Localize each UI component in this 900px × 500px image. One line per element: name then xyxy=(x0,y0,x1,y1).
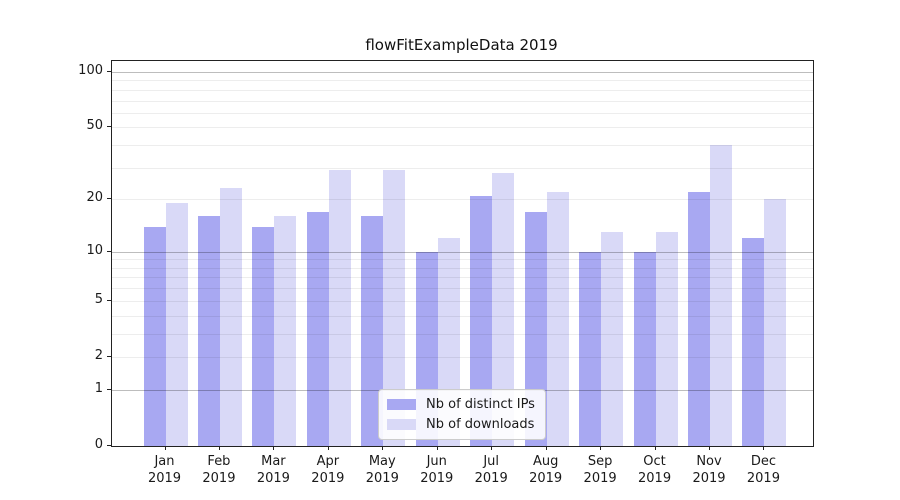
gridline-40 xyxy=(112,145,813,147)
x-tick-label-jul: Jul 2019 xyxy=(474,454,508,486)
y-tick-mark-100 xyxy=(107,71,111,72)
gridline-7 xyxy=(112,277,813,279)
y-tick-mark-50 xyxy=(107,126,111,128)
bar-oct-distinct-ips xyxy=(633,251,656,446)
y-tick-label-2: 2 xyxy=(94,347,103,363)
x-tick-label-sep: Sep 2019 xyxy=(583,454,617,486)
chart-title: flowFitExampleData 2019 xyxy=(365,36,558,54)
y-tick-label-20: 20 xyxy=(86,190,103,206)
y-tick-label-5: 5 xyxy=(94,291,103,307)
gridline-9 xyxy=(112,259,813,261)
x-tick-mark-jan xyxy=(164,446,166,450)
bar-oct-downloads xyxy=(655,232,678,446)
legend: Nb of distinct IPs Nb of downloads xyxy=(378,389,546,440)
y-tick-mark-0 xyxy=(107,445,111,446)
gridline-80 xyxy=(112,89,813,91)
x-tick-mark-oct xyxy=(654,446,656,450)
gridline-4 xyxy=(112,315,813,317)
bar-aug-distinct-ips xyxy=(524,211,547,446)
x-tick-mark-dec xyxy=(763,446,765,450)
x-tick-label-aug: Aug 2019 xyxy=(529,454,563,486)
bar-dec-downloads xyxy=(764,199,787,446)
gridline-5 xyxy=(112,300,813,302)
bar-mar-downloads xyxy=(274,216,297,446)
bar-may-downloads xyxy=(383,170,406,446)
x-tick-label-apr: Apr 2019 xyxy=(311,454,345,486)
legend-item-downloads: Nb of downloads xyxy=(387,417,535,432)
bar-jul-distinct-ips xyxy=(470,195,493,446)
bar-jan-distinct-ips xyxy=(143,226,166,446)
legend-swatch-distinct-ips xyxy=(387,399,416,410)
y-tick-mark-1 xyxy=(107,388,111,390)
bar-jan-downloads xyxy=(165,203,188,446)
y-tick-label-10: 10 xyxy=(86,242,103,258)
bar-sep-distinct-ips xyxy=(579,251,602,446)
gridline-90 xyxy=(112,80,813,82)
gridline-60 xyxy=(112,112,813,114)
y-tick-mark-10 xyxy=(107,250,111,252)
gridline-50 xyxy=(112,127,813,129)
plot-area: Nb of distinct IPs Nb of downloads xyxy=(111,60,814,447)
y-tick-mark-20 xyxy=(107,198,111,200)
bar-nov-distinct-ips xyxy=(688,191,710,446)
gridline-70 xyxy=(112,100,813,102)
x-tick-mark-may xyxy=(382,446,384,450)
y-tick-mark-2 xyxy=(107,355,111,357)
bar-nov-downloads xyxy=(710,145,732,446)
legend-swatch-downloads xyxy=(387,419,416,430)
gridline-2 xyxy=(112,356,813,358)
legend-item-distinct-ips: Nb of distinct IPs xyxy=(387,397,535,412)
x-tick-mark-apr xyxy=(327,446,329,450)
bar-feb-distinct-ips xyxy=(197,216,220,446)
bar-aug-downloads xyxy=(546,191,569,446)
y-tick-label-50: 50 xyxy=(86,118,103,134)
gridline-10 xyxy=(112,251,813,253)
x-tick-label-jan: Jan 2019 xyxy=(147,454,182,486)
y-tick-mark-5 xyxy=(107,299,111,301)
legend-label-downloads: Nb of downloads xyxy=(426,417,535,432)
bar-mar-distinct-ips xyxy=(252,226,275,446)
gridline-8 xyxy=(112,267,813,269)
bar-feb-downloads xyxy=(219,188,242,446)
x-tick-mark-sep xyxy=(600,446,602,450)
gridline-6 xyxy=(112,288,813,290)
bar-sep-downloads xyxy=(601,232,624,446)
bar-may-distinct-ips xyxy=(361,216,384,446)
bar-dec-distinct-ips xyxy=(742,238,765,446)
y-tick-label-1: 1 xyxy=(94,380,103,396)
bar-apr-downloads xyxy=(328,170,351,446)
gridline-100 xyxy=(112,72,813,73)
x-tick-mark-mar xyxy=(273,446,275,450)
y-tick-label-100: 100 xyxy=(78,63,103,78)
legend-label-distinct-ips: Nb of distinct IPs xyxy=(426,397,535,412)
gridline-20 xyxy=(112,199,813,201)
bar-apr-distinct-ips xyxy=(306,211,329,446)
x-tick-label-oct: Oct 2019 xyxy=(638,454,672,486)
x-tick-label-jun: Jun 2019 xyxy=(420,454,454,486)
gridline-30 xyxy=(112,167,813,169)
x-tick-mark-jul xyxy=(491,446,493,450)
x-tick-mark-nov xyxy=(709,446,710,450)
x-tick-label-may: May 2019 xyxy=(365,454,399,486)
x-tick-label-nov: Nov 2019 xyxy=(692,454,726,486)
y-tick-label-0: 0 xyxy=(94,437,103,452)
x-tick-label-dec: Dec 2019 xyxy=(746,454,780,486)
x-tick-mark-feb xyxy=(218,446,220,450)
bar-jul-downloads xyxy=(492,173,515,446)
x-tick-mark-aug xyxy=(545,446,547,450)
gridline-3 xyxy=(112,333,813,335)
x-tick-mark-jun xyxy=(436,446,438,450)
x-tick-label-feb: Feb 2019 xyxy=(202,454,236,486)
x-tick-label-mar: Mar 2019 xyxy=(256,454,290,486)
